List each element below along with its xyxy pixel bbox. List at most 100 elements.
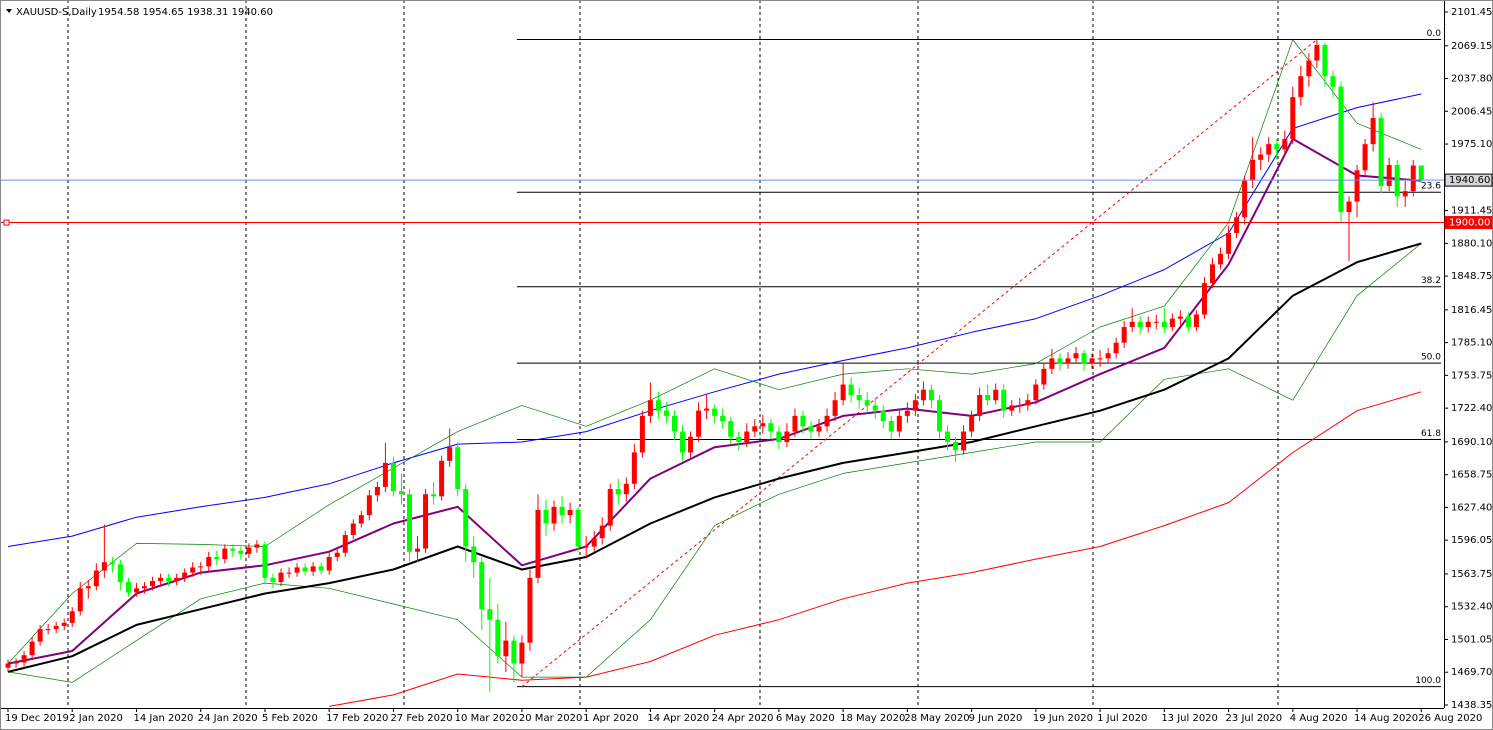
plot xyxy=(0,39,1444,707)
candle-body xyxy=(13,662,19,664)
x-tick-label: 2 Jan 2020 xyxy=(69,713,123,724)
candle-body xyxy=(567,509,573,516)
candle-body xyxy=(174,577,180,581)
candle-body xyxy=(1210,264,1215,284)
x-tick-label: 24 Jan 2020 xyxy=(198,713,258,724)
candle-body xyxy=(61,622,67,626)
indicator-line xyxy=(7,93,1422,547)
candle-body xyxy=(720,415,726,422)
candle-body xyxy=(1025,400,1031,406)
candle-body xyxy=(961,431,967,451)
candle-body xyxy=(631,452,637,484)
candle-body xyxy=(142,586,148,589)
chart-subtitle: 1954.58 1954.65 1938.31 1940.60 xyxy=(98,7,273,18)
candle-body xyxy=(776,431,782,443)
candle-body xyxy=(398,491,404,495)
candle-body xyxy=(1290,97,1296,139)
x-tick-label: 28 May 2020 xyxy=(904,713,969,724)
x-tick-label: 5 Feb 2020 xyxy=(262,713,318,724)
candle-body xyxy=(77,588,83,612)
fib-label: 100.0 xyxy=(1415,676,1441,686)
candle-body xyxy=(840,384,846,401)
y-tick-label: 1975.10 xyxy=(1451,139,1492,150)
candle-body xyxy=(832,400,838,416)
candle-body xyxy=(680,431,686,453)
candle-body xyxy=(1362,144,1368,171)
candle-body xyxy=(182,572,188,578)
candle-body xyxy=(166,577,172,581)
candle-body xyxy=(1282,138,1288,150)
candle-body xyxy=(1097,358,1103,360)
candle-body xyxy=(591,538,597,547)
candle-body xyxy=(1145,321,1151,328)
y-tick-label: 1848.75 xyxy=(1451,271,1492,282)
candle-body xyxy=(37,629,43,642)
candle-body xyxy=(599,525,605,539)
candle-body xyxy=(270,577,276,583)
candle-body xyxy=(238,550,244,554)
candle-body xyxy=(262,544,268,578)
candle-body xyxy=(728,421,734,437)
candle-body xyxy=(912,400,918,411)
candle-body xyxy=(647,400,653,416)
candle-body xyxy=(792,415,798,432)
y-tick-label: 1880.10 xyxy=(1451,238,1492,249)
x-tick-label: 4 Aug 2020 xyxy=(1290,713,1348,724)
candle-body xyxy=(302,567,308,572)
candle-body xyxy=(21,655,27,663)
candle-body xyxy=(920,389,926,401)
candle-body xyxy=(824,415,830,427)
y-tick-label: 1438.35 xyxy=(1451,700,1492,711)
candle-body xyxy=(374,486,380,496)
y-tick-label: 1753.75 xyxy=(1451,370,1492,381)
x-tick-label: 27 Feb 2020 xyxy=(390,713,452,724)
candle-body xyxy=(519,642,525,664)
candle-body xyxy=(864,400,870,406)
candle-body xyxy=(447,447,453,461)
candle-body xyxy=(1113,342,1119,354)
fib-label: 61.8 xyxy=(1421,429,1441,439)
candle-body xyxy=(487,609,493,620)
candle-body xyxy=(543,509,549,524)
candle-body xyxy=(655,400,661,411)
candle-body xyxy=(222,548,228,560)
candle-body xyxy=(1129,321,1135,328)
candle-body xyxy=(503,640,509,657)
y-tick-label: 1690.10 xyxy=(1451,437,1492,448)
candle-body xyxy=(198,566,204,568)
candle-body xyxy=(1161,321,1167,328)
candle-body xyxy=(872,405,878,411)
candle-body xyxy=(117,564,123,583)
candle-body xyxy=(29,641,35,656)
fib-label: 38.2 xyxy=(1421,276,1441,286)
y-tick-label: 2037.80 xyxy=(1451,74,1492,85)
candle-body xyxy=(1218,253,1224,265)
candle-body xyxy=(310,566,316,572)
candle-body xyxy=(455,447,461,490)
fib-trend xyxy=(521,39,1318,688)
y-tick-label: 1501.05 xyxy=(1451,634,1492,645)
candle-body xyxy=(1185,316,1191,328)
candle-body xyxy=(663,410,669,416)
candle-body xyxy=(615,489,621,495)
candle-body xyxy=(928,389,934,401)
indicator-line xyxy=(7,243,1422,683)
candle-body xyxy=(1242,180,1248,218)
candle-body xyxy=(479,562,485,610)
candle-body xyxy=(704,408,710,411)
y-tick-label: 1627.40 xyxy=(1451,502,1492,513)
candle-body xyxy=(150,580,156,587)
x-tick-label: 20 Mar 2020 xyxy=(519,713,582,724)
price-box xyxy=(1444,173,1493,187)
candle-body xyxy=(1322,44,1328,77)
candle-body xyxy=(583,546,589,548)
candle-body xyxy=(1234,217,1240,233)
y-tick-label: 1563.75 xyxy=(1451,569,1492,580)
candle-body xyxy=(93,570,99,587)
candle-body xyxy=(535,509,541,578)
candle-body xyxy=(5,663,11,668)
candle-body xyxy=(985,394,991,401)
candle-body xyxy=(390,462,396,492)
x-tick-label: 13 Jul 2020 xyxy=(1161,713,1218,724)
candle-body xyxy=(575,509,581,547)
